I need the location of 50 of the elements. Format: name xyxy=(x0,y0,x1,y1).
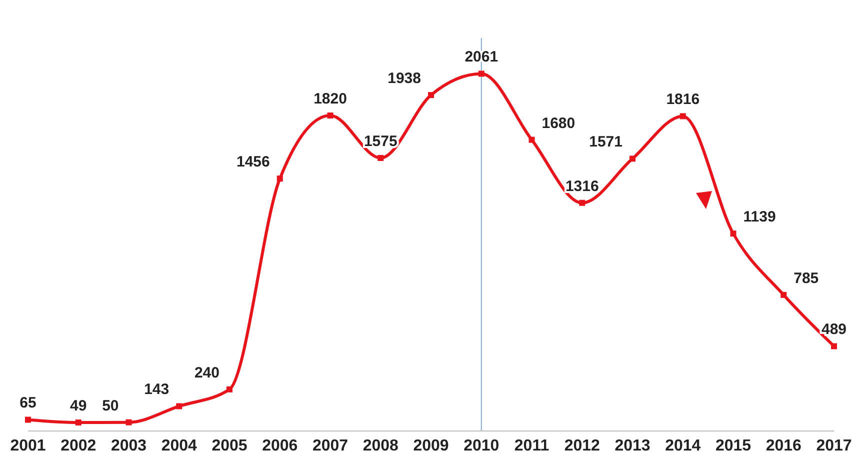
point xyxy=(176,403,182,410)
data-label: 1680 xyxy=(542,114,576,132)
data-label: 1816 xyxy=(666,91,700,108)
x-tick-label: 2002 xyxy=(60,437,96,454)
x-tick-label: 2015 xyxy=(715,437,752,454)
x-tick-label: 2014 xyxy=(665,437,701,454)
x-tick-label: 2006 xyxy=(262,437,298,454)
x-tick-label: 2001 xyxy=(10,437,46,454)
data-label: 240 xyxy=(194,364,220,382)
point xyxy=(276,176,283,182)
x-tick-label: 2005 xyxy=(212,437,248,454)
point xyxy=(226,386,232,392)
point xyxy=(780,292,787,298)
point xyxy=(126,419,132,426)
point xyxy=(327,112,334,119)
data-label: 143 xyxy=(144,381,170,398)
data-label: 489 xyxy=(821,321,847,338)
point xyxy=(478,70,484,77)
point xyxy=(528,136,535,143)
x-tick-label: 2016 xyxy=(766,437,802,454)
x-tick-label: 2009 xyxy=(413,437,449,454)
data-label: 65 xyxy=(20,394,36,412)
data-label: 785 xyxy=(794,270,819,287)
data-label: 1938 xyxy=(388,70,421,88)
data-label: 1139 xyxy=(743,208,776,226)
x-tick-label: 2012 xyxy=(564,437,600,454)
point xyxy=(75,420,82,426)
data-label: 1456 xyxy=(236,154,270,171)
point xyxy=(25,416,31,423)
point xyxy=(428,92,434,98)
data-label: 1820 xyxy=(314,90,347,108)
data-label: 1575 xyxy=(364,132,398,150)
x-tick-label: 2017 xyxy=(816,437,852,454)
data-label: 49 xyxy=(70,398,87,415)
data-label: 1571 xyxy=(589,134,622,151)
point xyxy=(680,113,686,120)
point xyxy=(831,343,837,350)
point xyxy=(579,200,586,206)
data-label: 50 xyxy=(102,397,119,414)
x-tick-label: 2007 xyxy=(312,437,348,454)
data-label: 1316 xyxy=(565,178,599,195)
x-tick-label: 2013 xyxy=(614,437,650,454)
point xyxy=(730,230,736,237)
x-tick-label: 2004 xyxy=(161,437,198,454)
x-tick-label: 2010 xyxy=(464,437,500,454)
x-tick-label: 2003 xyxy=(110,437,147,454)
x-tick-label: 2011 xyxy=(514,437,550,454)
point xyxy=(378,154,384,161)
x-tick-label: 2008 xyxy=(362,437,399,454)
point xyxy=(630,156,636,162)
